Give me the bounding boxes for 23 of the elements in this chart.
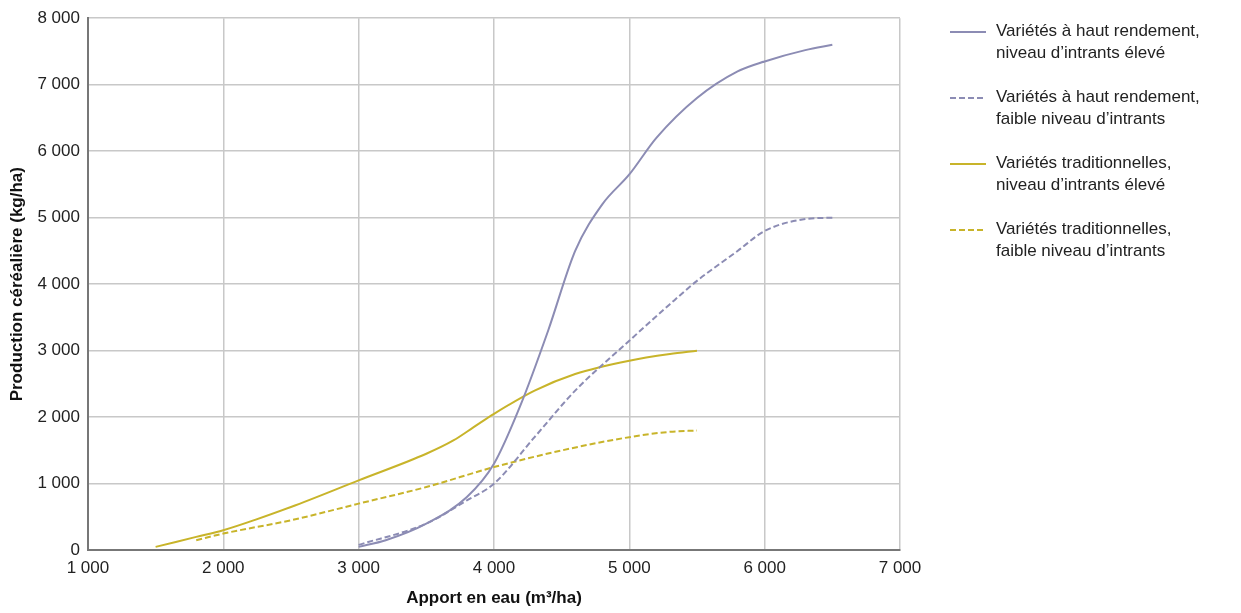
y-tick-label: 3 000: [37, 340, 80, 360]
x-axis-title: Apport en eau (m³/ha): [406, 588, 582, 608]
legend-label: Variétés à haut rendement, faible niveau d’intrants: [996, 86, 1200, 130]
y-tick-label: 8 000: [37, 7, 80, 27]
y-tick-label: 7 000: [37, 74, 80, 94]
legend-label: Variétés à haut rendement, niveau d’intrants élevé: [996, 20, 1200, 64]
x-tick-label: 7 000: [878, 558, 922, 578]
legend-label: Variétés traditionnelles, niveau d’intrants élevé: [996, 152, 1173, 196]
y-tick-label: 6 000: [37, 140, 80, 160]
y-axis-title: Production céréalière (kg/ha): [6, 167, 26, 402]
y-tick-label: 4 000: [37, 273, 80, 293]
y-tick-label: 2 000: [37, 406, 80, 426]
x-tick-label: 4 000: [472, 558, 516, 578]
y-tick-label: 5 000: [37, 207, 80, 227]
x-tick-label: 2 000: [202, 558, 245, 578]
x-tick-label: 6 000: [743, 558, 786, 578]
y-tick-label: 0: [70, 539, 80, 559]
x-tick-label: 1 000: [66, 558, 110, 578]
x-tick-label: 3 000: [337, 558, 380, 578]
y-tick-label: 1 000: [37, 473, 80, 493]
x-tick-label: 5 000: [608, 558, 651, 578]
legend-label: Variétés traditionnelles, faible niveau d’intrants: [996, 218, 1173, 262]
line-series: [154, 349, 698, 548]
